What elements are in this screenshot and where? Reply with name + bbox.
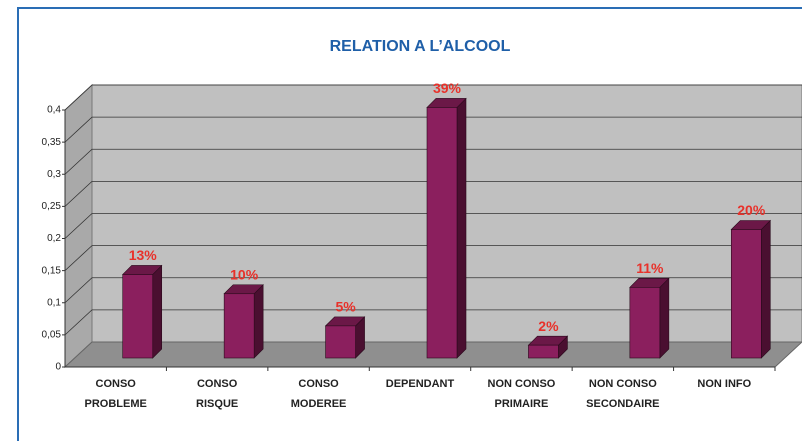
bar xyxy=(426,107,458,359)
x-tick-label-line: NON INFO xyxy=(697,378,751,390)
bar-side xyxy=(760,219,771,359)
chart-title: RELATION A L’ALCOOL xyxy=(330,38,511,55)
y-tick-label: 0 xyxy=(55,362,61,373)
y-tick-label: 0,35 xyxy=(42,137,62,148)
y-tick-label: 0,4 xyxy=(47,105,61,116)
value-label: 39% xyxy=(433,80,462,96)
grid-line xyxy=(64,309,802,336)
x-tick-label-line: SECONDAIRE xyxy=(586,398,659,410)
value-label: 11% xyxy=(636,260,664,276)
value-label: 10% xyxy=(230,266,259,282)
bar-side xyxy=(253,284,264,359)
x-tick-label: DEPENDANT xyxy=(386,378,455,390)
bar xyxy=(528,344,559,359)
x-tick-label: CONSO RISQUE xyxy=(196,378,238,410)
grid-line xyxy=(64,213,802,239)
grid-line xyxy=(64,180,802,207)
bar xyxy=(730,229,762,359)
bar-side xyxy=(456,97,467,359)
x-tick-label-line: NON CONSO xyxy=(589,378,657,390)
grid-line xyxy=(64,116,802,143)
x-tick-label: NON CONSO PRIMAIRE xyxy=(488,378,556,410)
value-label: 2% xyxy=(538,318,559,334)
x-tick-label-line: MODEREE xyxy=(291,398,347,410)
value-label: 20% xyxy=(737,202,766,218)
y-tick-label: 0,25 xyxy=(42,201,62,212)
x-tick-label-line: NON CONSO xyxy=(488,378,556,390)
x-tick-label: NON INFO xyxy=(697,378,751,390)
x-tick-label: CONSO PROBLEME xyxy=(85,378,147,410)
x-tick-label: NON CONSO SECONDAIRE xyxy=(586,378,659,410)
bar xyxy=(122,274,154,359)
x-tick-label-line: DEPENDANT xyxy=(386,378,455,390)
bar xyxy=(325,325,356,359)
y-tick-label: 0,15 xyxy=(42,265,62,276)
y-tick-label: 0,3 xyxy=(47,169,61,180)
grid-line xyxy=(64,245,802,271)
grid-line xyxy=(64,277,802,304)
value-label: 5% xyxy=(335,299,356,315)
grid-line xyxy=(64,84,802,111)
x-tick-label-line: CONSO xyxy=(298,378,339,390)
x-tick-label: CONSO MODEREE xyxy=(291,378,347,410)
x-tick-label-line: RISQUE xyxy=(196,398,238,410)
bar-side xyxy=(659,277,670,359)
frame xyxy=(17,7,802,441)
x-tick-label-line: CONSO xyxy=(197,378,238,390)
x-tick-label-line: PRIMAIRE xyxy=(495,398,549,410)
bar-side xyxy=(152,264,163,359)
y-tick-label: 0,2 xyxy=(47,233,61,244)
x-tick-label-line: PROBLEME xyxy=(85,398,147,410)
grid-line xyxy=(64,148,802,175)
bar xyxy=(629,287,661,359)
x-tick-label-line: CONSO xyxy=(96,378,137,390)
y-tick-label: 0,05 xyxy=(42,330,62,341)
y-tick-label: 0,1 xyxy=(47,297,61,308)
bar xyxy=(223,293,255,359)
value-label: 13% xyxy=(129,247,158,263)
